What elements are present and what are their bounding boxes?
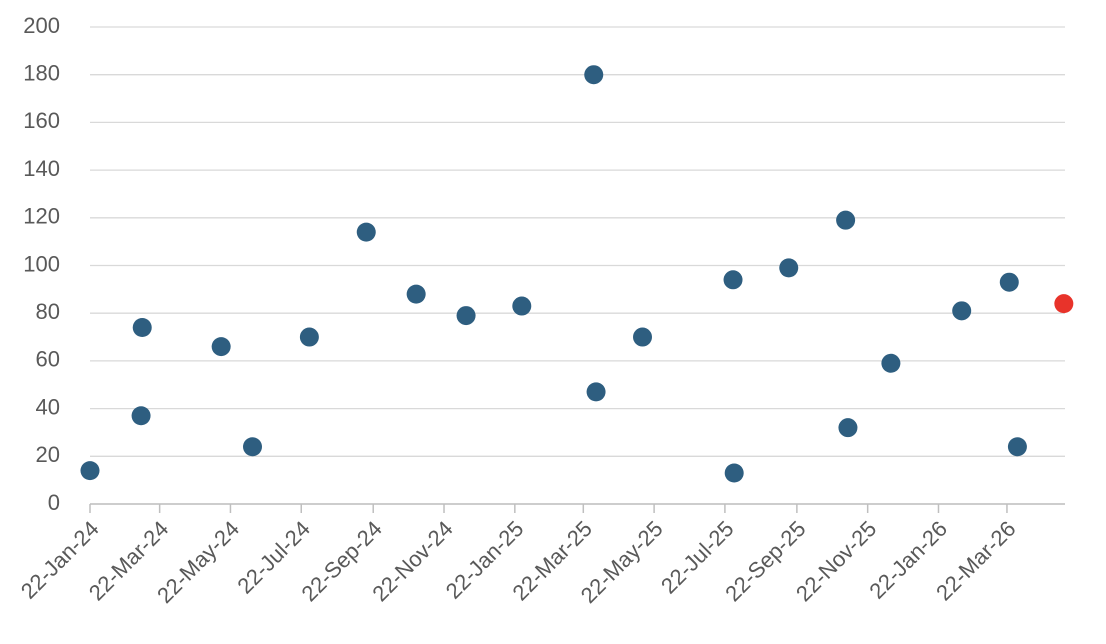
point bbox=[952, 301, 972, 321]
point bbox=[633, 327, 652, 347]
point bbox=[243, 437, 262, 457]
point bbox=[723, 270, 743, 290]
y-tick-label: 160 bbox=[23, 108, 60, 133]
point bbox=[356, 222, 376, 242]
point bbox=[299, 327, 319, 347]
point bbox=[132, 318, 152, 338]
y-tick-label: 20 bbox=[36, 442, 60, 467]
point bbox=[586, 382, 606, 402]
point bbox=[80, 461, 100, 481]
point bbox=[1054, 294, 1074, 314]
point bbox=[512, 296, 532, 316]
y-tick-label: 120 bbox=[23, 204, 60, 229]
y-tick-label: 80 bbox=[36, 299, 60, 324]
point bbox=[1007, 437, 1027, 457]
point bbox=[838, 418, 858, 438]
point bbox=[999, 272, 1019, 292]
y-tick-label: 200 bbox=[23, 13, 60, 38]
point bbox=[584, 65, 604, 85]
y-tick-label: 180 bbox=[23, 61, 60, 86]
point bbox=[881, 353, 901, 373]
point bbox=[456, 306, 476, 326]
point bbox=[724, 463, 744, 483]
point bbox=[211, 337, 231, 357]
y-tick-label: 100 bbox=[23, 251, 60, 276]
point bbox=[406, 284, 426, 304]
y-tick-label: 40 bbox=[36, 394, 60, 419]
y-tick-label: 0 bbox=[48, 490, 60, 515]
point bbox=[779, 258, 799, 278]
y-tick-label: 60 bbox=[36, 347, 60, 372]
point bbox=[836, 210, 856, 230]
point bbox=[131, 406, 151, 426]
y-tick-label: 140 bbox=[23, 156, 60, 181]
